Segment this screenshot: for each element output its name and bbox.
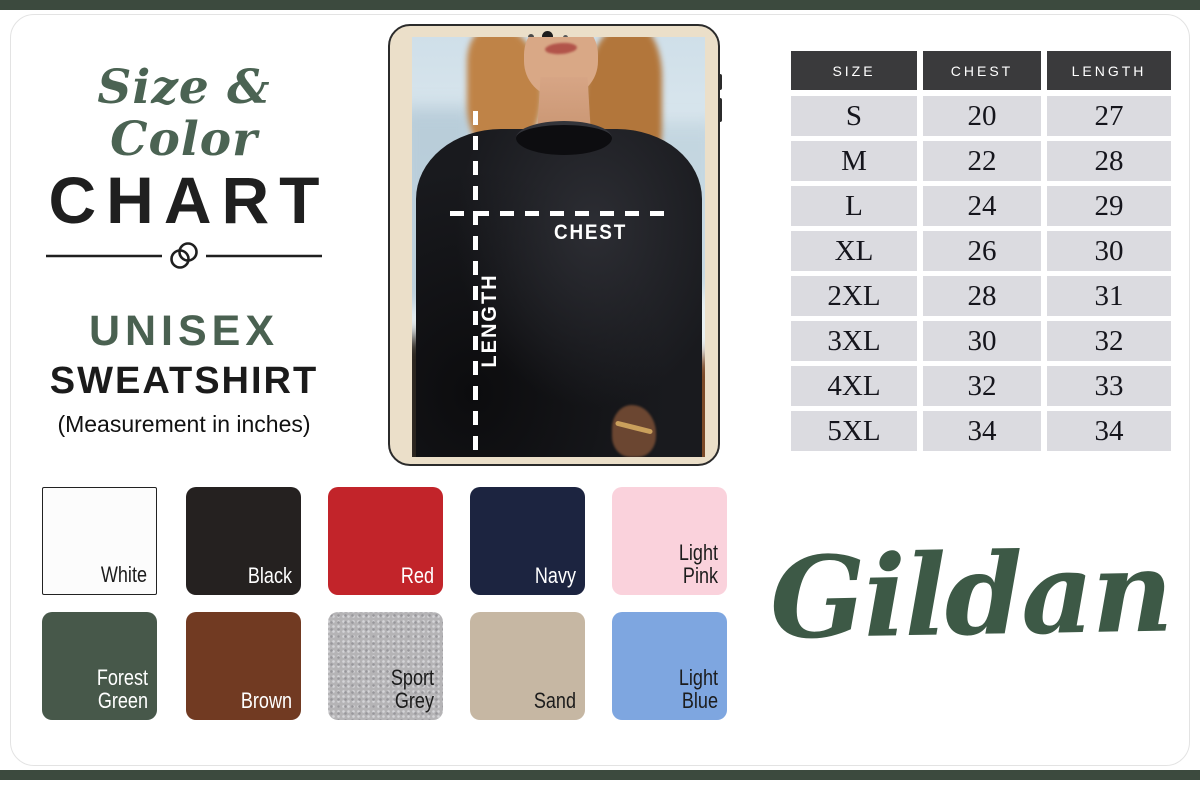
bottom-border-bar: [0, 770, 1200, 780]
size-table-header-chest: CHEST: [923, 51, 1041, 90]
size-table-cell-0-1: 20: [923, 96, 1041, 136]
size-table-cell-1-2: 28: [1047, 141, 1171, 181]
sweatshirt-collar: [516, 121, 612, 155]
black-sweatshirt: [416, 129, 702, 457]
color-swatch-sport-grey[interactable]: Sport Grey: [328, 612, 443, 720]
color-swatch-light-blue[interactable]: Light Blue: [612, 612, 727, 720]
brand-logo: Gildan: [768, 526, 1173, 665]
color-swatch-red[interactable]: Red: [328, 487, 443, 595]
color-swatch-black[interactable]: Black: [186, 487, 301, 595]
model-photo: CHEST LENGTH: [412, 37, 705, 457]
size-table-cell-6-2: 33: [1047, 366, 1171, 406]
color-swatch-label: White: [100, 562, 147, 588]
size-table-cell-2-2: 29: [1047, 186, 1171, 226]
color-swatch-label: Forest Green: [96, 664, 148, 714]
size-table-cell-7-1: 34: [923, 411, 1041, 451]
size-table-cell-5-1: 30: [923, 321, 1041, 361]
size-table-cell-6-1: 32: [923, 366, 1041, 406]
size-table-cell-5-0: 3XL: [791, 321, 917, 361]
camera-lens-icon: [542, 31, 553, 42]
script-title: Size & Color: [97, 60, 271, 167]
power-button: [718, 74, 722, 90]
color-swatch-label: Sport Grey: [390, 664, 434, 714]
color-swatch-label: Brown: [240, 688, 292, 714]
divider-ornament: [46, 242, 322, 270]
color-swatch-navy[interactable]: Navy: [470, 487, 585, 595]
size-table-cell-7-0: 5XL: [791, 411, 917, 451]
top-border-bar: [0, 0, 1200, 10]
title-block: Size & Color CHART UNISEX SWEATSHIRT (Me…: [28, 62, 340, 438]
size-table: SIZE CHEST LENGTH S 20 27 M 22 28 L 24 29 XL 26 30 2…: [791, 51, 1171, 451]
size-table-cell-0-2: 27: [1047, 96, 1171, 136]
measurement-note: (Measurement in inches): [57, 411, 311, 438]
color-swatch-light-pink[interactable]: Light Pink: [612, 487, 727, 595]
size-table-cell-2-1: 24: [923, 186, 1041, 226]
size-table-header-size: SIZE: [791, 51, 917, 90]
product-type-unisex: UNISEX: [88, 307, 280, 356]
volume-button: [718, 98, 722, 122]
color-swatch-brown[interactable]: Brown: [186, 612, 301, 720]
length-measure-label: LENGTH: [477, 273, 502, 368]
color-swatch-label: Sand: [533, 688, 576, 714]
size-table-cell-3-0: XL: [791, 231, 917, 271]
size-table-header-length: LENGTH: [1047, 51, 1171, 90]
color-swatch-forest-green[interactable]: Forest Green: [42, 612, 157, 720]
chest-measure-label: CHEST: [554, 221, 628, 244]
size-table-cell-2-0: L: [791, 186, 917, 226]
size-table-cell-4-1: 28: [923, 276, 1041, 316]
size-table-cell-3-2: 30: [1047, 231, 1171, 271]
size-table-cell-1-1: 22: [923, 141, 1041, 181]
color-swatch-label: Light Blue: [678, 664, 718, 714]
size-table-cell-4-0: 2XL: [791, 276, 917, 316]
color-swatch-white[interactable]: White: [42, 487, 157, 595]
product-type-sweatshirt: SWEATSHIRT: [49, 360, 319, 403]
color-swatch-label: Black: [247, 563, 292, 589]
chest-dashed-line: [450, 211, 670, 216]
size-table-cell-4-2: 31: [1047, 276, 1171, 316]
length-dashed-line: [473, 111, 478, 457]
size-table-cell-5-2: 32: [1047, 321, 1171, 361]
size-table-cell-6-0: 4XL: [791, 366, 917, 406]
size-table-cell-3-1: 26: [923, 231, 1041, 271]
page-title: CHART: [48, 163, 330, 238]
size-table-cell-7-2: 34: [1047, 411, 1171, 451]
color-swatch-label: Light Pink: [678, 539, 718, 589]
color-swatch-label: Red: [400, 563, 434, 589]
color-swatch-sand[interactable]: Sand: [470, 612, 585, 720]
size-table-cell-0-0: S: [791, 96, 917, 136]
color-swatch-label: Navy: [534, 563, 576, 589]
size-table-cell-1-0: M: [791, 141, 917, 181]
